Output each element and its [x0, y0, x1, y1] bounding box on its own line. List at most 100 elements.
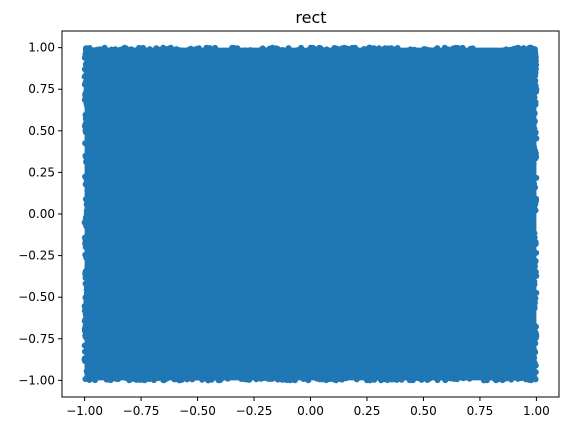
scatter-point	[88, 245, 95, 252]
scatter-point	[88, 277, 95, 284]
scatter-point	[531, 56, 538, 63]
scatter-point	[370, 374, 377, 381]
scatter-point	[150, 50, 157, 57]
scatter-point	[434, 373, 441, 380]
scatter-point	[491, 373, 498, 380]
scatter-point	[136, 48, 143, 55]
scatter-point	[360, 48, 367, 55]
scatter-point	[83, 197, 90, 204]
scatter-point	[532, 207, 539, 214]
scatter-point	[396, 371, 403, 378]
x-tick-label: 0.25	[354, 404, 381, 418]
x-tick-label: −0.25	[236, 404, 273, 418]
scatter-point	[83, 298, 90, 305]
scatter-point	[87, 191, 94, 198]
scatter-point	[532, 77, 539, 84]
scatter-point	[318, 47, 325, 54]
scatter-point	[85, 203, 92, 210]
scatter-point	[85, 71, 92, 78]
scatter-point	[81, 327, 88, 334]
scatter-point	[82, 92, 89, 99]
scatter-point	[429, 373, 436, 380]
scatter-point	[136, 375, 143, 382]
scatter-point	[533, 86, 540, 93]
scatter-point	[526, 248, 533, 255]
scatter-point	[266, 376, 273, 383]
scatter-point	[458, 47, 465, 54]
scatter-point	[84, 373, 91, 380]
scatter-point	[83, 62, 90, 69]
scatter-point	[88, 135, 95, 142]
scatter-point	[244, 49, 251, 56]
scatter-point	[392, 46, 399, 53]
scatter-point	[88, 93, 95, 100]
scatter-point	[82, 45, 89, 52]
y-tick-label: 0.25	[28, 165, 55, 179]
scatter-point	[279, 376, 286, 383]
scatter-point	[212, 44, 219, 51]
scatter-point	[531, 354, 538, 361]
scatter-point	[243, 376, 250, 383]
scatter-point	[85, 108, 92, 115]
scatter-point	[531, 375, 538, 382]
scatter-point	[85, 238, 92, 245]
scatter-point	[88, 319, 95, 326]
scatter-point	[531, 128, 538, 135]
scatter-point	[179, 376, 186, 383]
scatter-point	[508, 376, 515, 383]
scatter-point	[82, 244, 89, 251]
scatter-point	[529, 311, 536, 318]
scatter-point	[514, 46, 521, 53]
scatter-point	[84, 174, 91, 181]
scatter-point	[277, 47, 284, 54]
y-tick-label: −0.75	[18, 332, 55, 346]
scatter-point	[146, 46, 153, 53]
scatter-point	[130, 47, 137, 54]
scatter-point	[82, 79, 89, 86]
scatter-point	[387, 376, 394, 383]
scatter-point	[398, 376, 405, 383]
scatter-point	[450, 372, 457, 379]
scatter-point	[89, 224, 96, 231]
scatter-point	[374, 49, 381, 56]
scatter-point	[527, 173, 534, 180]
scatter-point	[86, 103, 93, 110]
scatter-point	[445, 50, 452, 57]
y-tick-label: 1.00	[28, 41, 55, 55]
scatter-point	[255, 375, 262, 382]
scatter-point	[529, 315, 536, 322]
scatter-point	[89, 334, 96, 341]
scatter-point	[82, 280, 89, 287]
scatter-point	[229, 44, 236, 51]
y-tick-label: −0.50	[18, 290, 55, 304]
scatter-point	[160, 44, 167, 51]
scatter-point	[527, 111, 534, 118]
scatter-point	[88, 122, 95, 129]
scatter-point	[527, 160, 534, 167]
scatter-point	[441, 44, 448, 51]
scatter-point	[527, 85, 534, 92]
x-tick-label: 1.00	[523, 404, 550, 418]
y-tick-label: −1.00	[18, 373, 55, 387]
scatter-point	[87, 167, 94, 174]
scatter-point	[269, 44, 276, 51]
scatter-point	[498, 48, 505, 55]
scatter-point	[528, 195, 535, 202]
scatter-point	[526, 74, 533, 81]
scatter-point	[343, 375, 350, 382]
x-tick-label: −1.00	[66, 404, 103, 418]
x-tick-label: −0.75	[123, 404, 160, 418]
scatter-point	[529, 230, 536, 237]
scatter-point	[85, 152, 92, 159]
scatter-point	[316, 376, 323, 383]
scatter-point	[349, 45, 356, 52]
scatter-point	[335, 376, 342, 383]
scatter-point	[291, 377, 298, 384]
scatter-point	[85, 140, 92, 147]
scatter-point	[107, 50, 114, 57]
scatter-point	[189, 373, 196, 380]
scatter-point	[531, 305, 538, 312]
scatter-point	[302, 50, 309, 57]
scatter-point	[531, 363, 538, 370]
scatter-point	[436, 48, 443, 55]
